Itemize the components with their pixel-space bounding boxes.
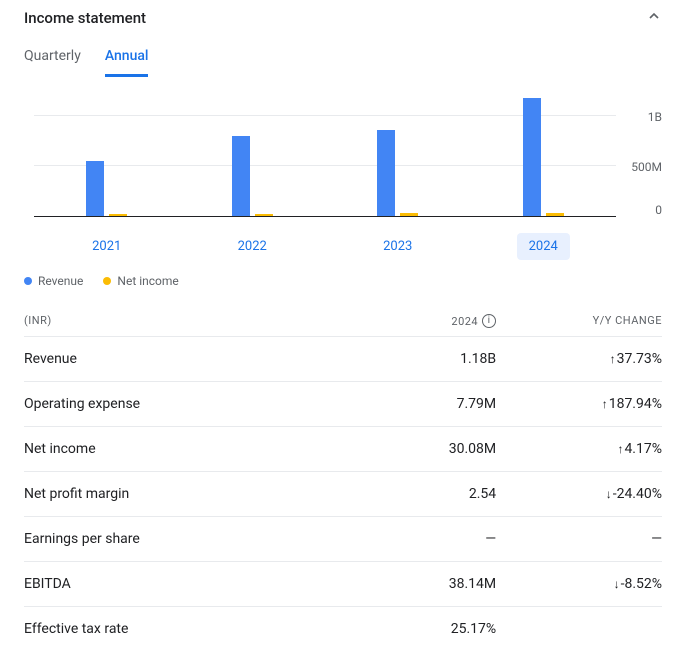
metric-label: Earnings per share bbox=[24, 531, 330, 547]
table-row: Earnings per share—— bbox=[24, 516, 662, 561]
metric-change: ↑4.17% bbox=[496, 441, 662, 457]
legend-label: Revenue bbox=[38, 274, 83, 288]
chart-region: 0 500M 1B 2021 2022 2023 2024 bbox=[24, 87, 662, 260]
arrow-down-icon: ↓ bbox=[606, 487, 612, 501]
metric-value: 2.54 bbox=[330, 486, 496, 502]
y-tick-label: 0 bbox=[655, 203, 662, 217]
legend-label: Net income bbox=[117, 274, 178, 288]
bar-revenue[interactable] bbox=[86, 161, 104, 216]
chart-legend: Revenue Net income bbox=[24, 274, 662, 288]
bar-net-income[interactable] bbox=[109, 214, 127, 216]
tab-quarterly[interactable]: Quarterly bbox=[24, 42, 81, 77]
x-label-cell: 2021 bbox=[34, 233, 180, 260]
change-column-header: Y/Y CHANGE bbox=[496, 314, 662, 328]
legend-item: Net income bbox=[103, 274, 178, 288]
table-row: Operating expense7.79M↑187.94% bbox=[24, 381, 662, 426]
table-row: Net profit margin2.54↓-24.40% bbox=[24, 471, 662, 516]
table-body: Revenue1.18B↑37.73%Operating expense7.79… bbox=[24, 336, 662, 651]
y-axis-labels: 0 500M 1B bbox=[620, 87, 662, 217]
currency-label: (INR) bbox=[24, 314, 330, 328]
metric-value: 25.17% bbox=[330, 621, 496, 637]
chart-area bbox=[34, 87, 616, 217]
x-axis-labels: 2021 2022 2023 2024 bbox=[34, 233, 616, 260]
table-row: EBITDA38.14M↓-8.52% bbox=[24, 561, 662, 606]
metric-label: EBITDA bbox=[24, 576, 330, 592]
year-selector-2022[interactable]: 2022 bbox=[226, 233, 279, 260]
metric-label: Net income bbox=[24, 441, 330, 457]
arrow-up-icon: ↑ bbox=[617, 442, 623, 456]
year-selector-2021[interactable]: 2021 bbox=[80, 233, 133, 260]
x-label-cell: 2023 bbox=[325, 233, 471, 260]
bar-revenue[interactable] bbox=[377, 130, 395, 216]
metric-label: Net profit margin bbox=[24, 486, 330, 502]
bar-revenue[interactable] bbox=[523, 98, 541, 216]
arrow-down-icon: ↓ bbox=[614, 577, 620, 591]
bar-group bbox=[180, 136, 326, 216]
x-label-cell: 2022 bbox=[180, 233, 326, 260]
metric-change: ↑187.94% bbox=[496, 396, 662, 412]
metric-label: Revenue bbox=[24, 351, 330, 367]
arrow-up-icon: ↑ bbox=[602, 397, 608, 411]
y-tick-label: 500M bbox=[631, 160, 662, 174]
table-row: Net income30.08M↑4.17% bbox=[24, 426, 662, 471]
value-column-header: 2024 i bbox=[330, 314, 496, 328]
metric-change: — bbox=[496, 531, 662, 547]
bar-group bbox=[471, 98, 617, 216]
arrow-up-icon: ↑ bbox=[610, 352, 616, 366]
income-statement-panel: { "header": { "title": "Income statement… bbox=[0, 0, 686, 651]
metric-change: ↓-24.40% bbox=[496, 486, 662, 502]
bar-net-income[interactable] bbox=[400, 213, 418, 216]
legend-dot-icon bbox=[24, 277, 32, 285]
info-icon[interactable]: i bbox=[482, 314, 496, 328]
year-selector-2023[interactable]: 2023 bbox=[371, 233, 424, 260]
table-header: (INR) 2024 i Y/Y CHANGE bbox=[24, 306, 662, 336]
year-selector-2024[interactable]: 2024 bbox=[517, 233, 570, 260]
section-title: Income statement bbox=[24, 9, 146, 27]
legend-dot-icon bbox=[103, 277, 111, 285]
tab-annual[interactable]: Annual bbox=[105, 42, 149, 77]
bar-net-income[interactable] bbox=[546, 213, 564, 216]
metric-change: ↓-8.52% bbox=[496, 576, 662, 592]
table-row: Revenue1.18B↑37.73% bbox=[24, 336, 662, 381]
value-column-year: 2024 bbox=[451, 315, 478, 328]
bar-net-income[interactable] bbox=[255, 214, 273, 216]
section-header: Income statement bbox=[24, 0, 662, 32]
legend-item: Revenue bbox=[24, 274, 83, 288]
metric-value: 38.14M bbox=[330, 576, 496, 592]
metric-change: ↑37.73% bbox=[496, 351, 662, 367]
table-row: Effective tax rate25.17% bbox=[24, 606, 662, 651]
bar-revenue[interactable] bbox=[232, 136, 250, 216]
metric-value: 1.18B bbox=[330, 351, 496, 367]
bar-group bbox=[34, 161, 180, 216]
y-tick-label: 1B bbox=[648, 110, 662, 124]
metric-label: Effective tax rate bbox=[24, 621, 330, 637]
period-tabs: Quarterly Annual bbox=[24, 42, 662, 77]
metric-value: — bbox=[330, 531, 496, 547]
bar-group bbox=[325, 130, 471, 216]
metric-value: 30.08M bbox=[330, 441, 496, 457]
collapse-icon[interactable] bbox=[646, 8, 662, 28]
x-label-cell: 2024 bbox=[471, 233, 617, 260]
metric-value: 7.79M bbox=[330, 396, 496, 412]
metric-change bbox=[496, 621, 662, 637]
metric-label: Operating expense bbox=[24, 396, 330, 412]
